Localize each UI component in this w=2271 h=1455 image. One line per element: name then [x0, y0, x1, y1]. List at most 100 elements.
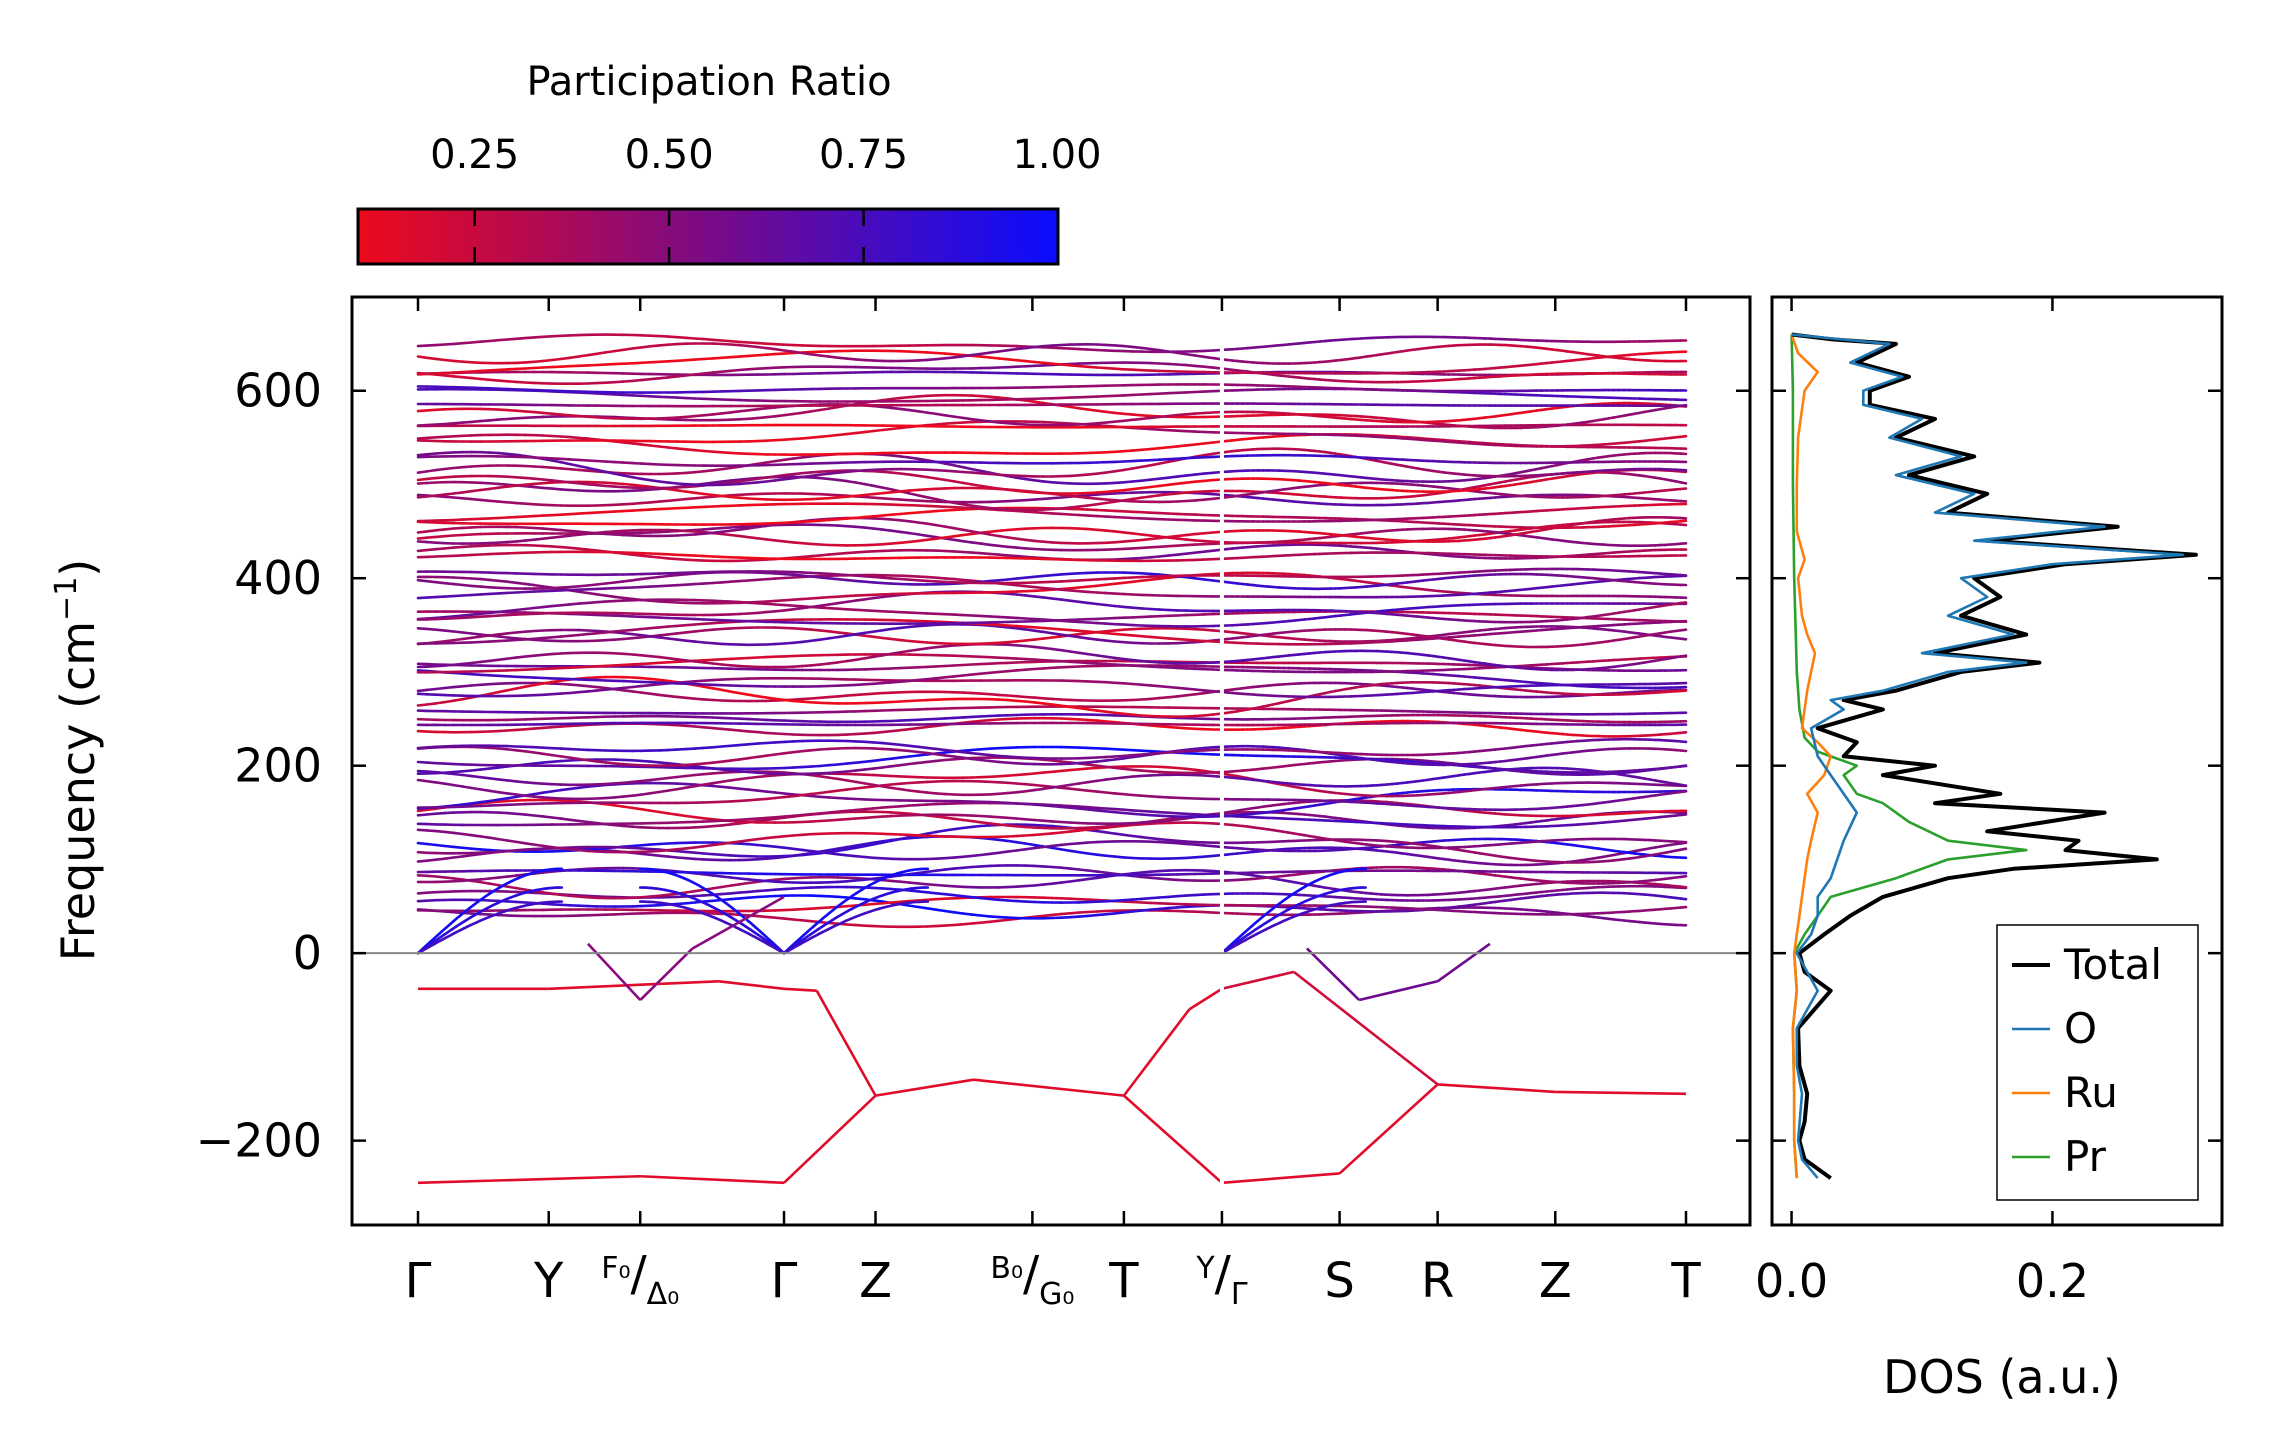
band-segment — [1202, 869, 1215, 873]
band-segment — [890, 837, 902, 843]
band-segment — [809, 812, 822, 816]
band-segment — [416, 859, 429, 863]
band-segment — [1068, 829, 1081, 833]
band-segment — [631, 846, 643, 850]
band-segment — [1176, 894, 1188, 898]
band-segment — [1113, 807, 1125, 812]
band-segment — [1184, 749, 1197, 753]
band-segment — [961, 691, 974, 695]
band-segment — [1050, 846, 1063, 851]
band-segment — [720, 875, 732, 879]
band-segment — [1024, 695, 1036, 699]
band-segment — [1086, 852, 1099, 857]
band-segment — [1122, 775, 1134, 779]
band-segment — [809, 773, 822, 778]
band-segment — [434, 700, 447, 705]
band-segment — [1095, 825, 1108, 829]
band-segment — [1050, 865, 1063, 870]
band-segment — [1140, 697, 1152, 701]
band-segment — [1158, 840, 1170, 844]
band-segment — [1086, 766, 1099, 770]
band-segment — [1086, 718, 1099, 722]
band-segment — [890, 700, 902, 704]
band-segment — [756, 730, 768, 735]
band-segment — [595, 685, 607, 690]
band-segment — [639, 895, 652, 899]
band-segment — [988, 774, 1000, 779]
band-segment — [756, 816, 768, 820]
band-segment — [1167, 725, 1179, 730]
band-segment — [1086, 779, 1099, 784]
band-segment — [845, 817, 858, 821]
band-segment — [1104, 899, 1116, 903]
band-segment — [1113, 898, 1125, 903]
band-segment — [541, 891, 554, 896]
band-segment — [1015, 834, 1027, 838]
band-segment — [1095, 759, 1108, 763]
band-segment — [1104, 710, 1116, 715]
band-segment — [1122, 856, 1134, 860]
band-segment — [916, 717, 929, 722]
band-segment — [988, 822, 1000, 826]
band-segment — [756, 694, 768, 699]
band-segment — [899, 748, 911, 753]
band-segment — [711, 885, 724, 890]
band-segment — [1033, 914, 1045, 919]
band-segment — [765, 731, 777, 735]
band-segment — [1068, 782, 1081, 787]
band-segment — [675, 786, 688, 791]
band-segment — [747, 857, 759, 862]
band-segment — [568, 724, 581, 728]
band-segment — [532, 791, 545, 796]
band-segment — [1158, 795, 1170, 799]
band-segment — [1086, 827, 1099, 831]
band-segment — [1131, 698, 1143, 702]
band-segment — [434, 857, 447, 862]
band-segment — [1068, 841, 1081, 846]
band-segment — [416, 688, 429, 693]
band-segment — [505, 900, 518, 904]
band-segment — [970, 913, 983, 917]
band-segment — [1176, 839, 1188, 843]
band-segment — [836, 809, 849, 814]
band-segment — [693, 844, 706, 849]
band-segment — [916, 753, 929, 757]
band-segment — [773, 751, 786, 756]
band-segment — [1077, 877, 1090, 882]
band-segment — [1131, 748, 1143, 753]
band-segment — [711, 819, 724, 823]
band-segment — [765, 741, 777, 745]
band-segment — [1167, 877, 1179, 882]
band-segment — [479, 745, 491, 750]
band-segment — [943, 748, 956, 753]
band-segment — [818, 906, 831, 910]
band-segment — [988, 837, 1000, 842]
band-segment — [1122, 808, 1134, 812]
band-segment — [568, 756, 581, 761]
band-segment — [1167, 811, 1179, 815]
band-segment — [791, 765, 804, 769]
band-segment — [505, 728, 518, 732]
band-segment — [461, 684, 473, 688]
band-segment — [943, 892, 956, 897]
band-segment — [443, 876, 456, 880]
band-segment — [702, 772, 715, 776]
band-segment — [702, 824, 715, 829]
band-segment — [1033, 783, 1045, 788]
band-segment — [872, 839, 884, 845]
band-segment — [756, 914, 768, 919]
band-segment — [854, 780, 866, 785]
band-segment — [756, 836, 768, 841]
band-segment — [791, 853, 804, 858]
band-segment — [523, 848, 536, 852]
band-segment — [747, 775, 759, 780]
band-segment — [1015, 782, 1027, 786]
band-segment — [1050, 703, 1063, 708]
band-segment — [970, 819, 983, 824]
band-segment — [979, 718, 992, 723]
band-segment — [1131, 871, 1143, 875]
band-segment — [934, 747, 947, 752]
band-segment — [631, 676, 643, 680]
band-segment — [1158, 724, 1170, 729]
band-segment — [1059, 783, 1072, 788]
